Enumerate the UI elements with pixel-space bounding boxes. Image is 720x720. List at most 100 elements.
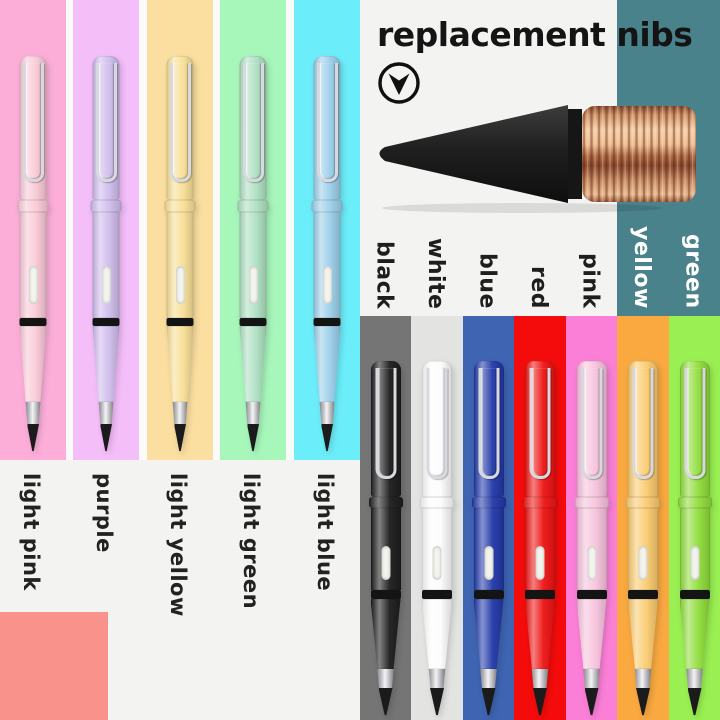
color-label-light-pink: light pink [19,473,43,591]
color-label-light-blue: light blue [313,473,337,592]
pen-grip [525,599,555,669]
pen-cap [525,361,555,497]
pen-cap [576,361,607,497]
pen-clip-icon [95,63,117,182]
pen-clip-icon [316,63,338,182]
pen-clip-icon [581,368,602,479]
pen-body [525,508,555,590]
pen-grip [19,326,47,402]
pen-clip-icon [375,368,396,479]
pen-nib-tip [533,688,547,716]
solid-column-yellow [617,316,669,720]
pen-cap-lip [523,497,557,508]
color-label-pink: pink [577,253,603,309]
pen-ink-window [638,546,648,580]
pen-cap-lip [17,200,49,212]
pen-nib-tip [584,688,599,716]
replacement-nib-photo [372,102,705,218]
pastel-column-light-blue [294,0,360,460]
pen-ring [679,590,710,599]
pen-grip [239,326,267,402]
pen-nib-tip [481,688,496,716]
solid-column-pink [566,316,617,720]
pen-grip [370,599,401,669]
pen-body [422,508,452,590]
pen-grip [92,326,120,402]
page-title: replacement nibs [377,15,693,54]
pen-ferrule [377,669,394,688]
pen-nib-tip [378,688,393,716]
color-label-blue: blue [474,253,500,309]
pen-grip [422,599,452,669]
pastel-column-light-green [220,0,286,460]
right-solid-panel [360,316,720,720]
pen-ferrule [531,669,549,688]
color-label-black: black [371,240,397,309]
pen-cap [166,56,194,200]
pen-cap-lip [237,200,269,212]
pastel-column-light-pink [0,0,66,460]
pen-clip-icon [529,368,551,479]
solid-column-white [411,316,463,720]
pen-body [313,212,341,318]
pen-ink-window [587,546,596,580]
pen-ink-window [432,546,442,580]
pen-nib-tip [636,688,650,716]
pen-grip [473,599,504,669]
pen-ferrule [319,402,335,424]
pen-clip-icon [169,63,191,182]
pen-cap [19,56,47,200]
pen-cap [370,361,401,497]
pen-nib-tip [174,424,186,452]
pen-ring [370,590,401,599]
pen-ring [473,590,504,599]
pen-clip-icon [632,368,654,479]
pen-ferrule [428,669,446,688]
solid-column-green [669,316,720,720]
pen-cap-lip [471,497,506,508]
pen-ring [239,318,267,326]
pen-ring [628,590,658,599]
pen-ring [19,318,47,326]
pen-cap [422,361,452,497]
pen-cap-lip [626,497,660,508]
pen-ring [166,318,194,326]
pen-cap [628,361,658,497]
color-label-white: white [423,237,448,309]
pen-cap [473,361,504,497]
pen-clip-icon [242,63,264,182]
salmon-background-block [0,612,108,720]
pen-clip-icon [684,368,705,479]
pen-clip-icon [22,63,44,182]
pastel-column-light-yellow [147,0,213,460]
pen-ink-window [28,266,38,304]
pen-ring [422,590,452,599]
pen-cap-lip [90,200,122,212]
pen-cap-lip [574,497,609,508]
pen-ferrule [25,402,41,424]
pen-grip [313,326,341,402]
pen-body [473,508,504,590]
pen-ink-window [101,266,111,304]
pen-ferrule [172,402,188,424]
solid-column-red [514,316,566,720]
pen-nib-tip [430,688,444,716]
pen-cap-lip [164,200,196,212]
pen-ferrule [634,669,652,688]
pen-ink-window [248,266,258,304]
pen-body [92,212,120,318]
color-label-light-green: light green [239,473,263,610]
pen-ring [576,590,607,599]
pen-body [370,508,401,590]
pen-body [166,212,194,318]
pen-ink-window [484,546,493,580]
pen-ring [525,590,555,599]
pen-grip [679,599,710,669]
pen-body [239,212,267,318]
pen-body [628,508,658,590]
pen-ferrule [686,669,703,688]
pen-cap [679,361,710,497]
pen-cap-lip [677,497,712,508]
pen-cap [313,56,341,200]
